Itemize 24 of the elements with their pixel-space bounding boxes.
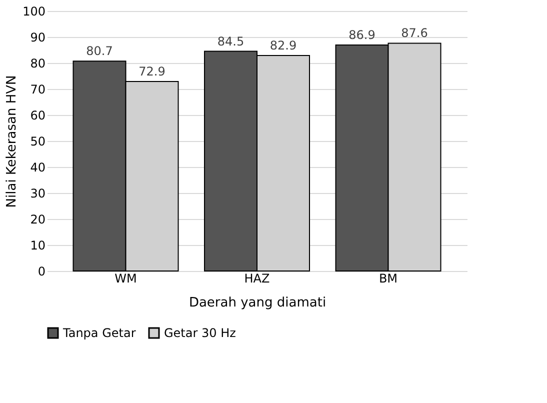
y-tick-label: 60 (30, 108, 46, 122)
x-tick-label: HAZ (244, 272, 270, 286)
y-tick-label: 80 (30, 56, 46, 70)
x-axis-title: Daerah yang diamati (188, 296, 326, 310)
legend-label: Tanpa Getar (62, 326, 136, 340)
data-label: 86.9 (348, 28, 376, 42)
data-label: 84.5 (217, 34, 244, 48)
y-tick-label: 30 (30, 186, 46, 200)
y-tick-label: 70 (30, 82, 46, 96)
y-tick-label: 100 (22, 4, 46, 18)
y-tick-label: 0 (38, 264, 46, 278)
data-label: 87.6 (401, 26, 428, 40)
x-tick-label: WM (114, 272, 137, 286)
y-tick-label: 40 (30, 160, 46, 174)
data-label: 72.9 (138, 64, 166, 78)
y-tick-label: 90 (30, 30, 46, 44)
data-label: 82.9 (270, 38, 297, 52)
x-tick-label: BM (378, 272, 398, 286)
y-axis-title: Nilai Kekerasan HVN (4, 75, 20, 208)
legend-label: Getar 30 Hz (164, 326, 236, 340)
y-tick-label: 20 (30, 212, 46, 226)
data-label: 80.7 (86, 44, 113, 58)
y-tick-label: 10 (30, 238, 46, 252)
y-tick-label: 50 (30, 134, 46, 148)
